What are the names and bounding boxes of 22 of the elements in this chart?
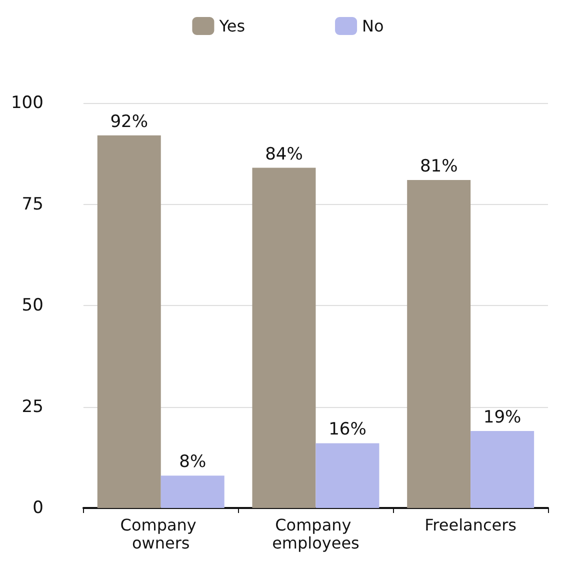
data-label: 81%	[420, 156, 458, 176]
y-tick-label: 100	[10, 93, 44, 113]
y-tick-label: 75	[22, 194, 44, 214]
data-label: 19%	[483, 408, 522, 428]
bar	[470, 431, 534, 508]
data-label: 92%	[110, 112, 148, 132]
bar	[160, 476, 224, 508]
x-tick-label: Company owners	[120, 516, 202, 552]
bar	[252, 168, 316, 508]
data-label: 84%	[265, 144, 303, 164]
y-tick-label: 0	[32, 498, 44, 518]
bar	[97, 135, 161, 508]
legend-label: Yes	[218, 16, 246, 36]
bar	[407, 180, 471, 508]
data-label: 16%	[328, 420, 366, 440]
legend-label: No	[362, 16, 384, 36]
bar	[316, 443, 380, 508]
y-tick-label: 50	[22, 296, 44, 316]
x-tick-label: Freelancers	[424, 516, 517, 534]
data-label: 8%	[179, 452, 206, 472]
x-tick-label: Company employees	[272, 516, 360, 552]
y-tick-label: 25	[22, 396, 44, 417]
